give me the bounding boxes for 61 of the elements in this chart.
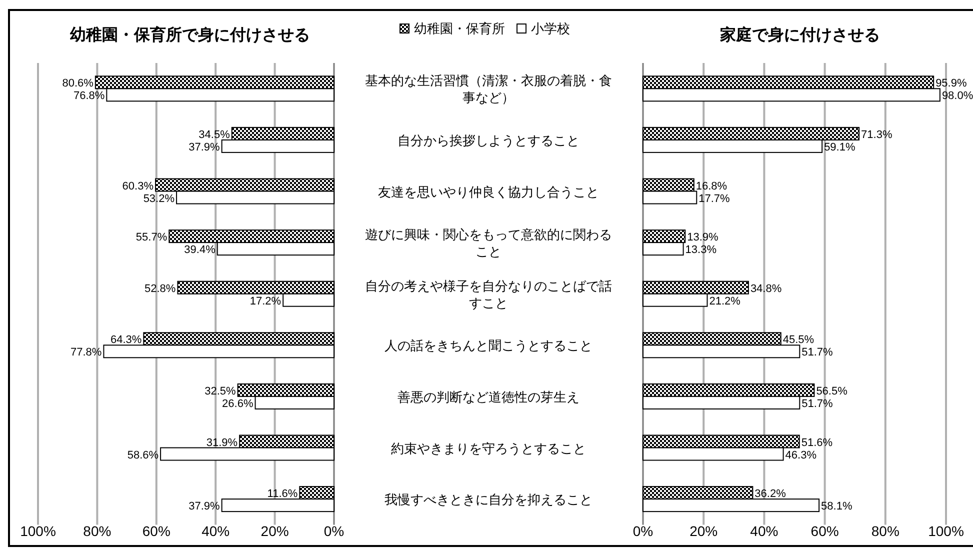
x-tick-label: 0% [632, 523, 654, 539]
data-label: 32.5% [204, 385, 236, 398]
y-tick-label: 自分の考えや様子を自分なりのことばで話すこと [365, 278, 612, 310]
legend-label: 幼稚園・保育所 [414, 21, 505, 36]
y-tick-label: 友達を思いやり仲良く協力し合うこと [378, 184, 599, 200]
data-label: 51.7% [802, 398, 834, 410]
data-label: 98.0% [942, 90, 973, 102]
data-label: 37.9% [188, 500, 220, 513]
x-tick-label: 100% [20, 523, 56, 539]
data-label: 64.3% [110, 334, 142, 346]
data-label: 52.8% [144, 282, 176, 295]
x-tick-label: 80% [871, 523, 900, 539]
x-tick-label: 80% [83, 523, 112, 539]
data-label: 21.2% [709, 295, 741, 308]
data-label: 16.8% [696, 180, 728, 192]
y-tick-label: 自分から挨拶しようとすること [398, 132, 580, 148]
y-tick-label: 我慢すべきときに自分を抑えること [384, 492, 592, 508]
y-tick-label: 約束やきまりを守ろうとすること [391, 440, 586, 456]
x-tick-label: 20% [690, 523, 718, 539]
data-label: 46.3% [785, 449, 817, 462]
data-label: 11.6% [267, 488, 298, 500]
x-tick-label: 40% [202, 523, 230, 539]
legend-label: 小学校 [531, 21, 570, 36]
data-label: 95.9% [936, 78, 967, 90]
data-label: 17.2% [250, 295, 282, 308]
data-label: 71.3% [861, 128, 892, 141]
x-tick-label: 20% [260, 523, 289, 539]
data-label: 80.6% [62, 78, 94, 90]
data-label: 13.9% [687, 232, 719, 244]
data-label: 51.7% [802, 346, 834, 359]
data-label: 76.8% [73, 90, 105, 102]
data-label: 56.5% [816, 385, 848, 398]
data-label: 34.8% [750, 282, 782, 295]
data-label: 58.6% [127, 449, 159, 462]
data-label: 77.8% [70, 346, 102, 359]
data-label: 26.6% [222, 398, 254, 410]
x-tick-label: 100% [928, 523, 964, 539]
data-label: 39.4% [184, 244, 216, 256]
y-tick-label: 基本的な生活習慣（清潔・衣服の着脱・食事など） [365, 73, 612, 106]
data-label: 34.5% [198, 128, 230, 141]
data-label: 58.1% [821, 500, 852, 513]
y-tick-label: 人の話をきちんと聞こうとすること [384, 338, 592, 354]
data-label: 36.2% [754, 488, 786, 500]
data-label: 55.7% [136, 232, 168, 244]
data-label: 37.9% [188, 141, 220, 154]
data-label: 59.1% [824, 141, 856, 154]
chart-title: 幼稚園・保育所で身に付けさせる [70, 25, 310, 44]
data-label: 45.5% [782, 334, 814, 346]
x-tick-label: 60% [810, 523, 839, 539]
y-tick-label: 善悪の判断など道徳性の芽生え [398, 389, 580, 404]
data-label: 60.3% [122, 180, 154, 192]
x-tick-label: 0% [324, 523, 344, 539]
x-tick-label: 60% [142, 523, 170, 539]
data-label: 13.3% [685, 244, 717, 256]
chart-title: 家庭で身に付けさせる [719, 25, 880, 44]
x-tick-label: 40% [750, 523, 778, 539]
data-label: 17.7% [698, 192, 730, 205]
data-label: 31.9% [206, 436, 238, 449]
y-tick-label: 遊びに興味・関心をもって意欲的に関わること [365, 227, 612, 260]
data-label: 51.6% [801, 436, 833, 449]
data-label: 53.2% [143, 192, 175, 205]
